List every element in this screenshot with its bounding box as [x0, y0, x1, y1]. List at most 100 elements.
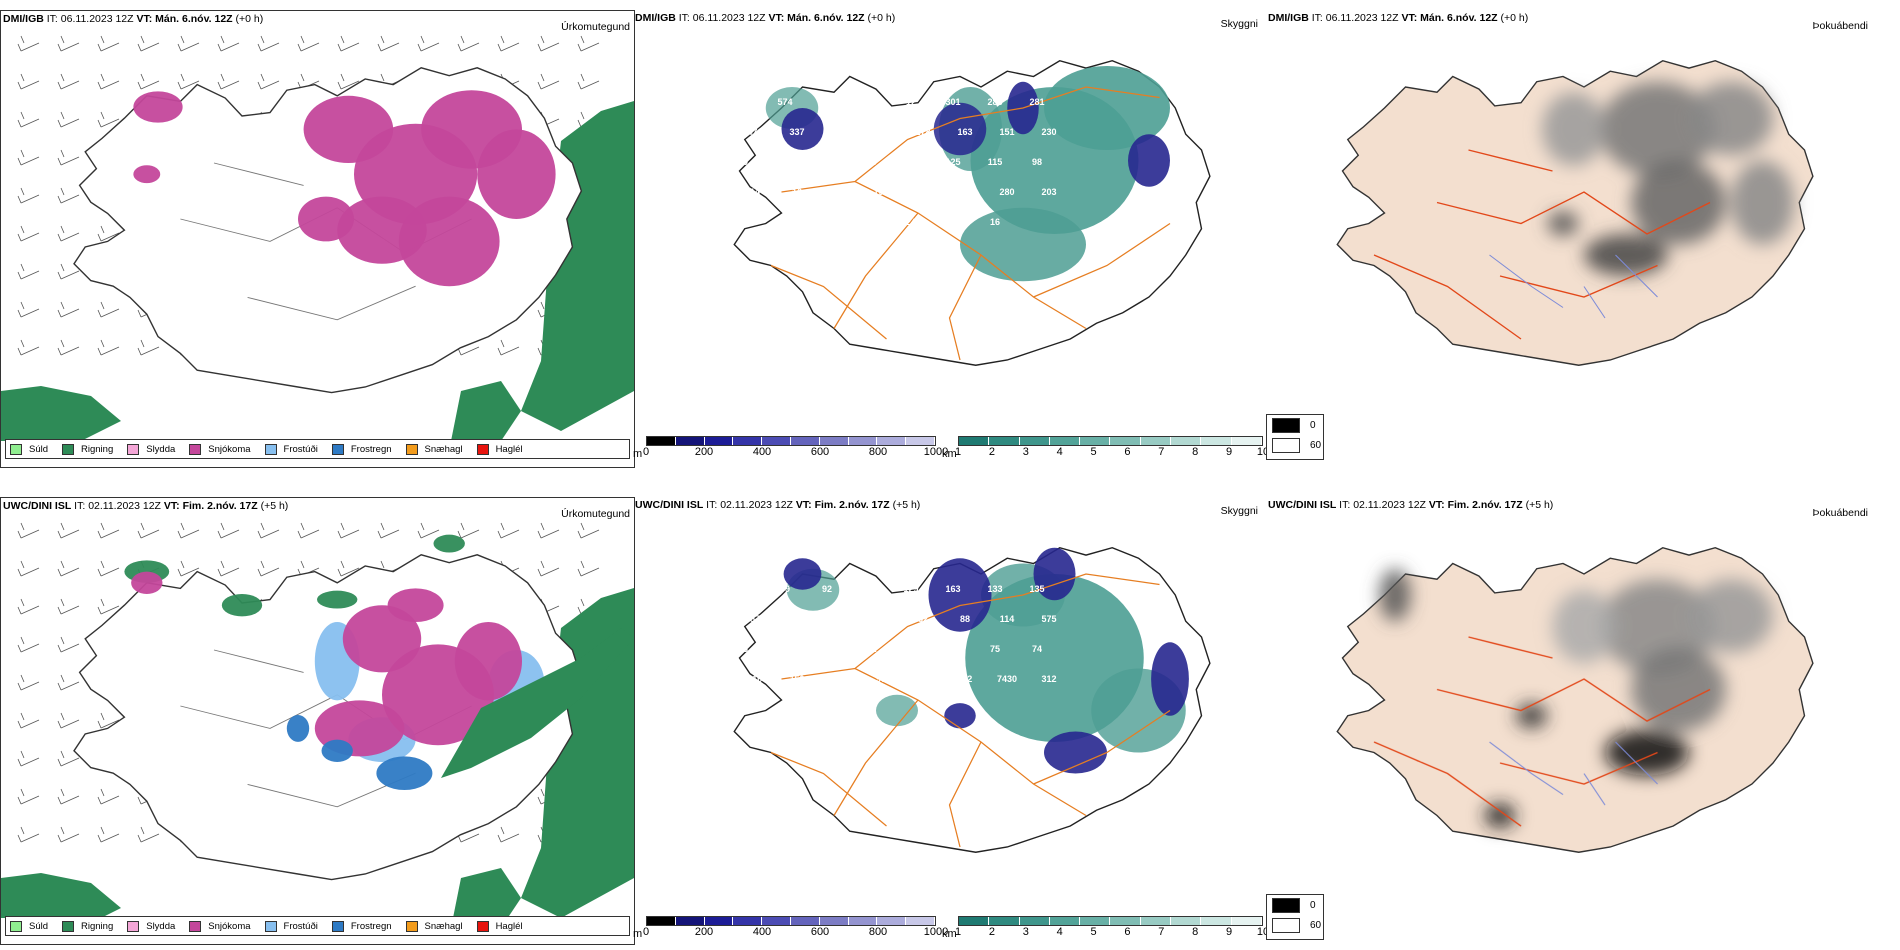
fog-legend-label: 60	[1310, 919, 1322, 931]
colorbar-swatch	[1110, 437, 1141, 445]
colorbar-swatch	[675, 437, 705, 445]
legend-swatch	[189, 443, 202, 455]
colorbar-swatch	[877, 917, 907, 925]
height-label: 98	[1032, 157, 1042, 167]
legend-entry: Haglél	[476, 443, 523, 455]
legend-label: Rigning	[81, 920, 114, 932]
colorbar-tick-label: 3	[1022, 446, 1029, 458]
legend-swatch	[127, 443, 140, 455]
colorbar-swatch	[1201, 437, 1232, 445]
colorbar-swatch	[1080, 437, 1111, 445]
colorbar-boxes	[958, 436, 1263, 446]
height-label: 74	[1032, 644, 1042, 654]
precip-map	[1, 35, 634, 441]
cloud-panel-bottom: UWC/DINI ISL IT: 02.11.2023 12Z VT: Fim.…	[633, 497, 1266, 943]
legend-label: Slydda	[146, 920, 176, 932]
height-label: 135	[1029, 584, 1044, 594]
legend-swatch	[62, 443, 75, 455]
legend-swatch	[10, 443, 22, 455]
colorbar-swatch	[704, 917, 734, 925]
height-label: 114	[1000, 614, 1015, 624]
panel-header: DMI/IGB IT: 06.11.2023 12Z VT: Mán. 6.nó…	[635, 12, 896, 24]
colorbar-tick-label: 3	[1022, 926, 1029, 938]
legend-label: Snjókoma	[208, 920, 251, 932]
fog-legend-entry: 0	[1267, 415, 1323, 435]
legend-swatch	[189, 920, 202, 932]
height-label: 11	[780, 704, 790, 714]
height-label: 16	[792, 187, 802, 197]
colorbar-swatch	[1231, 437, 1262, 445]
height-label: 17	[948, 217, 958, 227]
colorbar-tick-label: 5	[1090, 926, 1097, 938]
precip-map	[1, 522, 634, 918]
colorbar-tick-label: 600	[810, 926, 830, 938]
height-label: 114	[916, 187, 931, 197]
height-label: 40	[738, 157, 748, 167]
height-label: 163	[945, 584, 960, 594]
fog-panel-bottom: UWC/DINI ISL IT: 02.11.2023 12Z VT: Fim.…	[1266, 497, 1900, 943]
height-label: 57	[750, 614, 760, 624]
legend-swatch	[405, 920, 418, 932]
legend-entry: Frostúði	[264, 443, 318, 455]
colorbar-swatch	[1110, 917, 1141, 925]
height-label: 98	[738, 584, 748, 594]
colorbar-boxes	[646, 436, 936, 446]
height-colorbar: 0 200 400 600 800 1000	[642, 436, 948, 458]
colorbar-tick-label: 0	[642, 446, 650, 458]
legend-label: Frostúði	[283, 443, 318, 455]
colorbar-tick-label: 5	[1090, 446, 1097, 458]
height-label: 575	[1041, 614, 1056, 624]
legend-swatch	[264, 920, 277, 932]
legend-label: Frostregn	[350, 920, 392, 932]
colorbar-swatch	[647, 437, 676, 445]
height-label: 51	[738, 704, 748, 714]
height-label: 125	[945, 157, 960, 167]
colorbar-tick-label: 9	[1226, 446, 1233, 458]
legend-swatch	[476, 920, 489, 932]
cloud-map: 311 574 167 161 12 301 283 281 476 337 207 219 278 16…	[733, 59, 1211, 366]
fog-map	[1336, 59, 1814, 366]
colorbar-tick-label: 200	[694, 446, 714, 458]
precip-legend: Súld Rigning Slydda Snjókoma Frostúði Frostre…	[5, 439, 630, 459]
panel-header: UWC/DINI ISL IT: 02.11.2023 12Z VT: Fim.…	[635, 499, 921, 511]
legend-swatch	[10, 920, 22, 932]
height-label: 151	[999, 127, 1014, 137]
cloud-panel-top: DMI/IGB IT: 06.11.2023 12Z VT: Mán. 6.nó…	[633, 10, 1266, 466]
height-label: 372	[777, 217, 792, 227]
height-label: 280	[999, 187, 1014, 197]
height-label: 324	[819, 157, 834, 167]
legend-label: Súld	[29, 443, 49, 455]
colorbar-swatch	[1171, 917, 1202, 925]
height-label: 165	[831, 614, 846, 624]
colorbar-tick-label: 600	[810, 446, 830, 458]
vis-unit: km	[942, 448, 957, 460]
height-label: 92	[822, 584, 832, 594]
colorbar-swatch	[959, 437, 990, 445]
legend-entry: Frostregn	[331, 920, 392, 932]
colorbar-swatch	[1140, 917, 1172, 925]
legend-swatch	[405, 443, 418, 455]
legend-swatch	[127, 920, 140, 932]
height-label: 133	[987, 584, 1002, 594]
height-label: 948	[819, 644, 834, 654]
panel-title: Þokuábendi	[1812, 20, 1868, 32]
colorbar-swatch	[1171, 437, 1202, 445]
height-label: 12	[864, 217, 874, 227]
height-label: 207	[831, 127, 846, 137]
height-label: 149	[831, 187, 846, 197]
height-label: 99	[780, 584, 790, 594]
legend-swatch	[62, 920, 75, 932]
height-label: 259	[777, 157, 792, 167]
height-label: 75	[990, 644, 1000, 654]
fog-legend: 0 60	[1266, 414, 1324, 460]
colorbar-swatch	[1080, 917, 1111, 925]
fog-legend-label: 60	[1310, 439, 1322, 451]
colorbar-swatch	[790, 917, 820, 925]
colorbar-swatch	[877, 437, 907, 445]
height-label: 337	[789, 127, 804, 137]
vis-colorbar: 1 2 3 4 5 6 7 8 9 10	[955, 436, 1269, 458]
panel-header: DMI/IGB IT: 06.11.2023 12Z VT: Mán. 6.nó…	[1268, 12, 1529, 24]
legend-label: Súld	[29, 920, 49, 932]
colorbar-swatch	[1049, 917, 1081, 925]
height-label: 311	[736, 97, 751, 107]
